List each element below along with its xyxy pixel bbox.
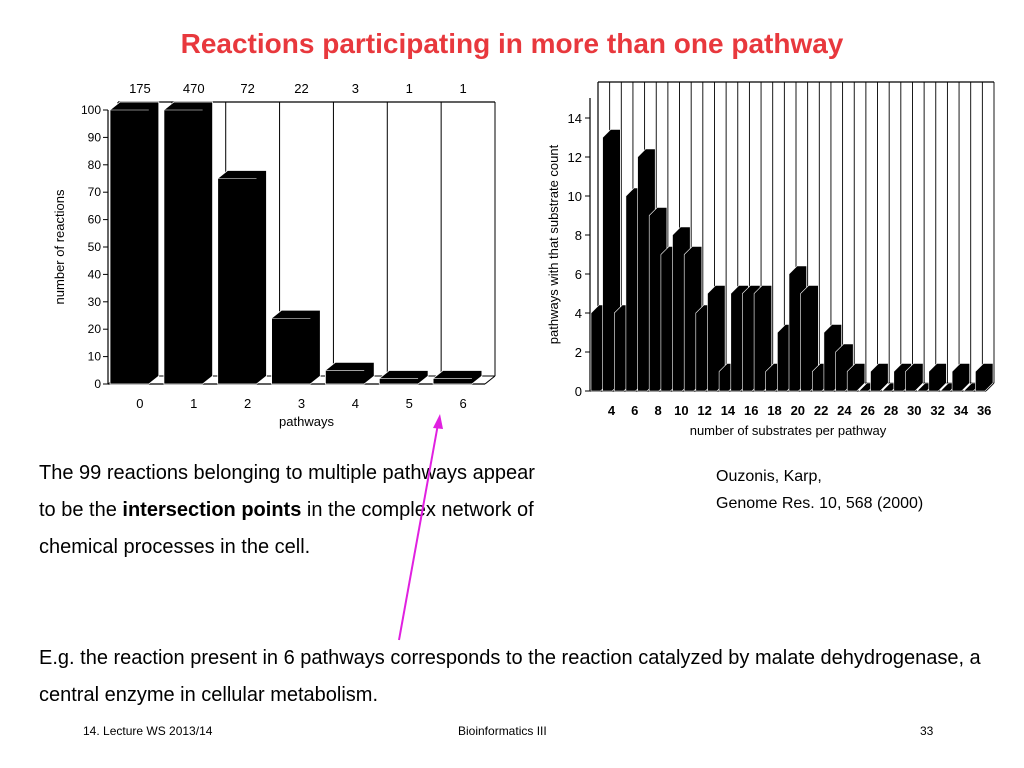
x-tick-label: 14 <box>721 403 736 418</box>
bar <box>975 363 994 392</box>
x-tick-label: 16 <box>744 403 758 418</box>
floor-right-edge <box>985 382 995 392</box>
x-tick-label: 4 <box>352 396 359 411</box>
reference-journal: Genome Res. 10, 568 (2000) <box>716 495 924 512</box>
bar <box>163 101 214 385</box>
bar <box>800 285 819 392</box>
y-tick-label: 10 <box>88 350 102 364</box>
x-tick-label: 4 <box>608 403 616 418</box>
y-tick-label: 14 <box>568 111 582 126</box>
top-count-label: 1 <box>459 81 466 96</box>
floor-right-edge <box>484 375 496 385</box>
slide-title: Reactions participating in more than one… <box>180 28 844 59</box>
chart-reactions-per-pathway: 0 10 20 30 40 50 60 70 80 90 100 0 175 1 470 2 72 3 22 4 3 5 1… <box>52 81 496 429</box>
bar <box>271 309 321 385</box>
x-tick-label: 8 <box>654 403 661 418</box>
bar <box>928 363 947 392</box>
x-tick-label: 26 <box>860 403 874 418</box>
y-tick-label: 80 <box>88 158 102 172</box>
y-tick-label: 60 <box>88 213 102 227</box>
x-axis-label: pathways <box>279 414 334 429</box>
reference-authors: Ouzonis, Karp, <box>716 468 822 485</box>
x-tick-label: 2 <box>244 396 251 411</box>
y-axis-label: pathways with that substrate count <box>546 144 561 344</box>
x-tick-label: 28 <box>884 403 898 418</box>
y-tick-label: 70 <box>88 185 102 199</box>
bar <box>324 361 375 385</box>
x-tick-label: 18 <box>767 403 781 418</box>
body-emphasis-intersection: intersection <box>122 499 236 521</box>
top-count-label: 22 <box>294 81 308 96</box>
x-tick-label: 30 <box>907 403 921 418</box>
y-tick-label: 40 <box>88 267 102 281</box>
x-tick-label: 32 <box>930 403 944 418</box>
x-axis-label: number of substrates per pathway <box>690 423 887 438</box>
x-tick-label: 1 <box>190 396 197 411</box>
bar <box>846 363 866 392</box>
bar <box>951 363 971 392</box>
bar <box>432 370 483 385</box>
y-tick-label: 4 <box>575 306 582 321</box>
body-paragraph: The 99 reactions belonging to multiple p… <box>39 455 539 566</box>
bar <box>378 370 429 385</box>
x-tick-label: 6 <box>459 396 466 411</box>
x-tick-label: 10 <box>674 403 688 418</box>
x-tick-label: 0 <box>136 396 143 411</box>
y-tick-label: 2 <box>575 345 582 360</box>
y-tick-label: 8 <box>575 228 582 243</box>
x-tick-label: 12 <box>697 403 711 418</box>
bar <box>109 101 160 385</box>
y-tick-label: 12 <box>568 150 582 165</box>
bar <box>707 285 726 392</box>
x-tick-label: 36 <box>977 403 991 418</box>
y-axis-label: number of reactions <box>52 189 67 304</box>
footer-lecture: 14. Lecture WS 2013/14 <box>83 724 213 738</box>
y-tick-label: 0 <box>94 377 101 391</box>
bar <box>753 285 772 392</box>
top-count-label: 3 <box>352 81 359 96</box>
x-tick-label: 20 <box>791 403 805 418</box>
footer-course: Bioinformatics III <box>458 724 547 738</box>
y-tick-label: 30 <box>88 295 102 309</box>
example-paragraph: E.g. the reaction present in 6 pathways … <box>39 647 981 706</box>
reference: Ouzonis, Karp, Genome Res. 10, 568 (2000… <box>716 463 923 517</box>
x-tick-label: 22 <box>814 403 828 418</box>
body-emphasis-points: points <box>241 499 302 521</box>
x-tick-label: 3 <box>298 396 305 411</box>
top-count-label: 470 <box>183 81 205 96</box>
y-tick-label: 100 <box>81 103 101 117</box>
x-tick-label: 6 <box>631 403 638 418</box>
y-tick-label: 10 <box>568 189 582 204</box>
footer-page-number: 33 <box>920 724 934 738</box>
y-tick-label: 6 <box>575 267 582 282</box>
x-tick-label: 34 <box>954 403 969 418</box>
y-tick-label: 50 <box>88 240 102 254</box>
x-tick-label: 24 <box>837 403 852 418</box>
top-count-label: 175 <box>129 81 151 96</box>
x-tick-label: 5 <box>406 396 413 411</box>
top-count-label: 1 <box>406 81 413 96</box>
y-tick-label: 0 <box>575 384 582 399</box>
bar <box>870 363 889 392</box>
top-count-label: 72 <box>240 81 254 96</box>
bar <box>905 363 924 392</box>
y-tick-label: 20 <box>88 322 102 336</box>
bar <box>217 170 267 385</box>
y-tick-label: 90 <box>88 130 102 144</box>
